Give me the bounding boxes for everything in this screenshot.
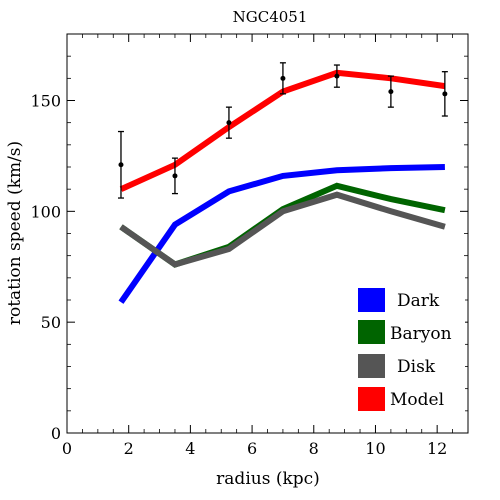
x-axis-label: radius (kpc) (216, 469, 320, 489)
x-tick-labels: 0 2 4 6 8 10 12 (62, 439, 447, 458)
data-point-marker (172, 173, 178, 179)
data-point-marker (118, 162, 124, 168)
series-line-dark (118, 164, 445, 304)
legend-label-baryon: Baryon (390, 324, 452, 344)
legend-swatch-baryon (358, 320, 385, 344)
data-point-marker (334, 73, 340, 79)
observed-point (441, 71, 448, 117)
data-point-marker (226, 120, 232, 126)
x-tick-label: 0 (62, 439, 72, 458)
legend-swatch-dark (358, 288, 385, 312)
observed-point (117, 130, 124, 199)
data-point-marker (388, 89, 394, 95)
observed-point (333, 64, 340, 88)
x-tick-label: 2 (124, 439, 134, 458)
legend: Dark Baryon Disk Model (335, 273, 465, 423)
legend-label-disk: Disk (397, 357, 436, 377)
y-tick-labels: 0 50 100 150 (30, 92, 61, 444)
x-tick-label: 4 (185, 439, 195, 458)
y-tick-label: 50 (41, 313, 61, 332)
y-tick-label: 100 (30, 202, 61, 221)
observed-point (387, 75, 394, 108)
y-tick-label: 0 (51, 424, 61, 443)
data-point-marker (280, 75, 286, 81)
series-line-disk (119, 191, 446, 268)
y-axis-label: rotation speed (km/s) (5, 141, 25, 325)
series-line-baryon (119, 182, 446, 268)
data-point-marker (442, 91, 448, 97)
minor-ticks (67, 33, 469, 433)
legend-swatch-model (358, 387, 385, 411)
chart-title: NGC4051 (233, 8, 308, 26)
x-tick-label: 8 (309, 439, 319, 458)
x-tick-label: 10 (365, 439, 385, 458)
legend-label-dark: Dark (397, 291, 440, 311)
observed-point (171, 157, 178, 195)
observed-point (279, 62, 286, 95)
observed-point (225, 106, 232, 139)
series-lines (118, 69, 446, 304)
x-tick-label: 12 (427, 439, 447, 458)
legend-swatch-disk (358, 354, 385, 378)
x-tick-label: 6 (247, 439, 257, 458)
observed-points (117, 62, 448, 199)
legend-label-model: Model (390, 390, 444, 410)
y-tick-label: 150 (30, 92, 61, 111)
legend-box (335, 273, 465, 423)
